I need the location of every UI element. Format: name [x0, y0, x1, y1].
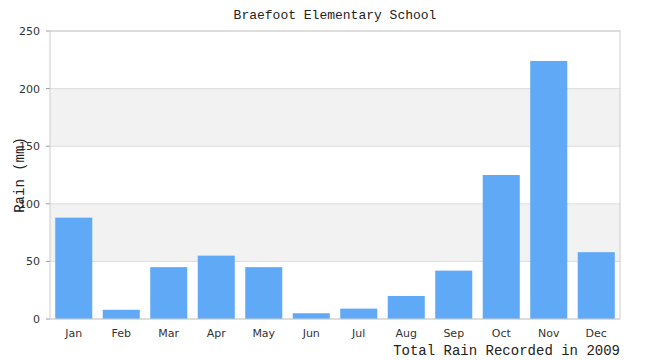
- x-tick-label: Apr: [207, 327, 227, 340]
- bar: [293, 313, 330, 319]
- bar: [340, 309, 377, 319]
- y-tick: [46, 261, 50, 262]
- y-tick: [46, 146, 50, 147]
- x-tick-label: Jul: [351, 327, 365, 340]
- bar: [483, 175, 520, 319]
- y-tick: [46, 31, 50, 32]
- y-tick-label: 0: [33, 313, 40, 326]
- bar: [388, 296, 425, 319]
- x-tick-label: May: [252, 327, 275, 340]
- bars: [55, 61, 615, 319]
- x-tick-label: Dec: [586, 327, 607, 340]
- y-tick: [46, 319, 50, 320]
- bar: [435, 271, 472, 319]
- y-axis-label: Rain (mm): [12, 137, 28, 213]
- x-tick-label: Mar: [158, 327, 179, 340]
- bar: [198, 256, 235, 319]
- bar: [530, 61, 567, 319]
- plot-frame: [50, 31, 620, 319]
- chart-svg: 050100150200250JanFebMarAprMayJunJulAugS…: [0, 0, 650, 360]
- bar: [55, 218, 92, 319]
- x-tick-label: Jun: [302, 327, 320, 340]
- bar: [150, 267, 187, 319]
- bar: [245, 267, 282, 319]
- x-tick-label: Oct: [492, 327, 512, 340]
- x-axis-label: Total Rain Recorded in 2009: [393, 343, 620, 359]
- bar: [578, 252, 615, 319]
- x-tick-label: Nov: [538, 327, 560, 340]
- y-tick: [46, 88, 50, 89]
- plot-background: [50, 31, 620, 319]
- x-tick-label: Jan: [64, 327, 82, 340]
- y-tick-label: 50: [26, 255, 40, 268]
- y-tick-label: 250: [19, 25, 40, 38]
- x-tick-label: Feb: [112, 327, 131, 340]
- chart-container: 050100150200250JanFebMarAprMayJunJulAugS…: [0, 0, 650, 360]
- y-tick: [46, 203, 50, 204]
- bar: [103, 310, 140, 319]
- chart-title: Braefoot Elementary School: [234, 8, 437, 23]
- x-tick-label: Aug: [396, 327, 417, 340]
- y-tick-label: 200: [19, 83, 40, 96]
- x-tick-label: Sep: [443, 327, 464, 340]
